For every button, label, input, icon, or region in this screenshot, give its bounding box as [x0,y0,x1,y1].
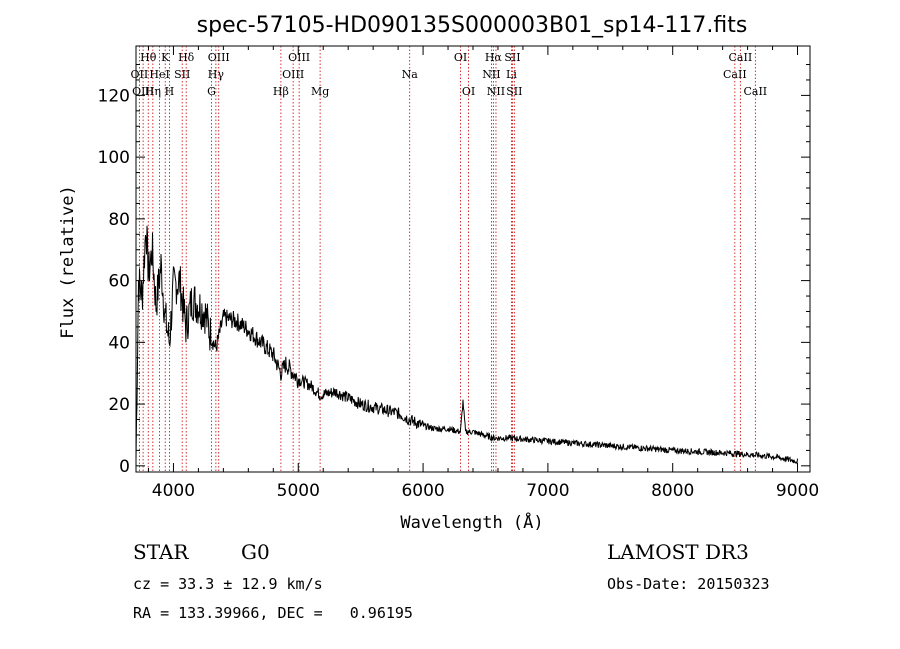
y-axis-ticks: 0 20 40 60 80 100 120 [98,64,810,477]
y-tick-label: 120 [98,86,130,106]
spectral-line-label: Hδ [178,51,195,64]
x-tick-label: 7000 [526,481,569,501]
spectral-line-label: OIII [282,68,304,81]
spectral-line-label: Na [402,68,419,81]
object-class: STAR [133,540,189,564]
spectral-line-label: CaII [723,68,747,81]
y-tick-label: 100 [98,148,130,168]
y-tick-label: 60 [108,272,130,292]
x-tick-label: 5000 [277,481,320,501]
x-tick-label: 4000 [152,481,195,501]
spectral-line-label: K [161,51,170,64]
spectral-line-label: SII [174,68,190,81]
spectral-line-label: OIII [288,51,310,64]
spectral-line-label: CaII [743,85,767,98]
y-tick-label: 40 [108,333,130,353]
ra-dec: RA = 133.39966, DEC = 0.96195 [133,604,413,622]
x-axis-ticks: 4000 5000 6000 7000 8000 9000 [147,46,819,501]
spectral-line-label: Hθ [140,51,157,64]
y-tick-label: 0 [119,457,130,477]
spectral-line-label: G [207,85,216,98]
spectral-line-label: HeI [149,68,169,81]
spectral-line-label: Li [506,68,517,81]
spectral-line-label: Hγ [208,68,225,81]
y-tick-label: 80 [108,210,130,230]
spectral-line-label: Mg [311,85,329,98]
spectral-line-label: SII [506,85,522,98]
spectral-line-markers [138,46,756,472]
spectral-line-label: OII [131,68,149,81]
x-tick-label: 6000 [401,481,444,501]
spectral-line-label: Hα [485,51,503,64]
x-axis-label: Wavelength (Å) [400,511,543,533]
obs-date: Obs-Date: 20150323 [607,575,770,593]
spectral-line-label: OIII [132,85,154,98]
spectral-line-label: OI [454,51,467,64]
spectrum-line [135,225,798,465]
spectral-line-label: Hβ [273,85,289,98]
spectral-line-label: SII [504,51,520,64]
spectral-line-label: Hη [145,85,161,98]
spectral-line-label: OI [462,85,475,98]
spectral-line-label: NII [487,85,505,98]
chart-title: spec-57105-HD090135S000003B01_sp14-117.f… [197,13,748,38]
y-axis-label: Flux (relative) [58,185,78,339]
spectral-line-label: H [165,85,175,98]
spectral-line-label: CaII [729,51,753,64]
y-tick-label: 20 [108,395,130,415]
redshift-text: cz = 33.3 ± 12.9 km/s [133,575,323,593]
survey-name: LAMOST DR3 [607,540,749,564]
spectral-line-label: OIII [208,51,230,64]
plot-frame [135,45,811,473]
spectral-line-labels: Hθ OII OIII K HeI Hη SII H Hδ OIII Hγ G OIII OIII Hβ Mg… [131,51,768,98]
x-tick-label: 8000 [651,481,694,501]
x-tick-label: 9000 [776,481,819,501]
object-subclass: G0 [241,540,270,564]
spectral-line-label: NII [482,68,500,81]
